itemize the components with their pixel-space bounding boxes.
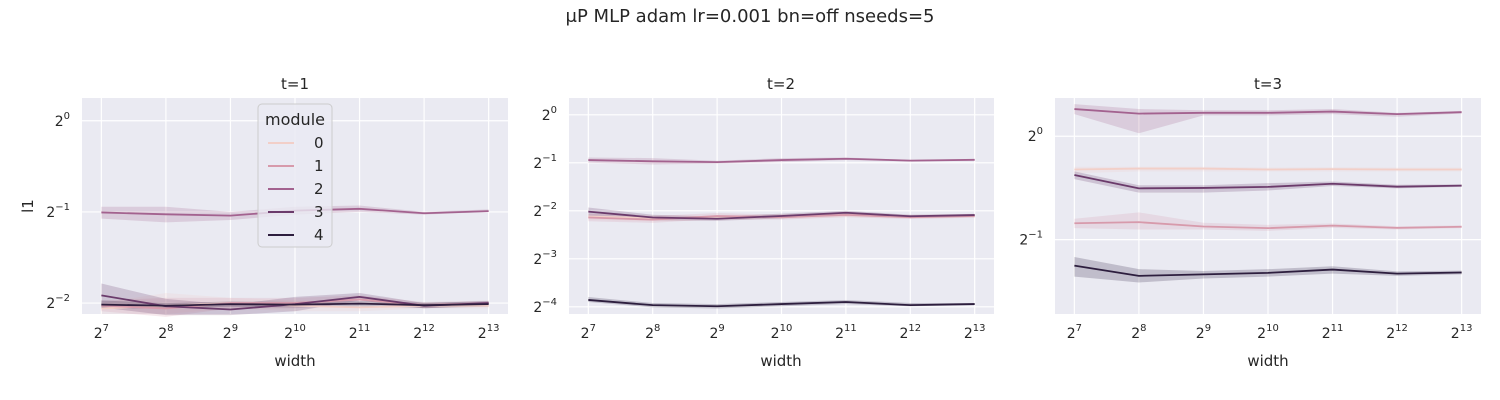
x-axis-label: width bbox=[760, 352, 801, 370]
panel-t3: 27 28 29 210 211 212 213 20 2−1 t=3 width bbox=[1019, 75, 1481, 370]
legend-label-2: 2 bbox=[314, 180, 324, 198]
x-tick-label: 210 bbox=[284, 323, 306, 342]
y-tick-label: 20 bbox=[542, 105, 557, 124]
y-tick-label: 2−2 bbox=[533, 201, 557, 220]
x-tick-label: 212 bbox=[899, 323, 921, 342]
x-tick-labels: 27 28 29 210 211 212 213 bbox=[94, 323, 500, 342]
x-tick-label: 29 bbox=[1196, 323, 1211, 342]
x-tick-label: 28 bbox=[158, 323, 173, 342]
panel-title: t=1 bbox=[281, 75, 309, 93]
x-axis-label: width bbox=[274, 352, 315, 370]
x-tick-label: 212 bbox=[413, 323, 435, 342]
legend: module 0 1 2 3 4 bbox=[258, 104, 332, 247]
x-tick-label: 210 bbox=[1257, 323, 1279, 342]
y-tick-label: 20 bbox=[55, 111, 70, 130]
panel-t2: 27 28 29 210 211 212 213 20 2−1 2−2 2−3 2−4 t=2 wi… bbox=[533, 75, 994, 370]
y-tick-label: 2−2 bbox=[46, 293, 70, 312]
x-tick-label: 28 bbox=[1131, 323, 1146, 342]
x-tick-labels: 27 28 29 210 211 212 213 bbox=[1067, 323, 1473, 342]
line-module-0 bbox=[1074, 169, 1461, 170]
x-axis-label: width bbox=[1247, 352, 1288, 370]
x-tick-label: 29 bbox=[709, 323, 724, 342]
x-tick-label: 27 bbox=[94, 323, 109, 342]
legend-label-0: 0 bbox=[314, 134, 324, 152]
x-tick-label: 212 bbox=[1386, 323, 1408, 342]
panel-title: t=2 bbox=[767, 75, 795, 93]
y-tick-label: 2−4 bbox=[533, 297, 557, 316]
y-tick-labels: 20 2−1 bbox=[1019, 126, 1043, 248]
y-tick-label: 2−1 bbox=[46, 202, 70, 221]
x-tick-label: 27 bbox=[581, 323, 596, 342]
x-tick-label: 28 bbox=[645, 323, 660, 342]
y-tick-label: 2−1 bbox=[1019, 230, 1043, 249]
legend-label-3: 3 bbox=[314, 203, 324, 221]
x-tick-label: 213 bbox=[1451, 323, 1473, 342]
legend-label-1: 1 bbox=[314, 157, 324, 175]
panel-title: t=3 bbox=[1254, 75, 1282, 93]
y-tick-label: 2−3 bbox=[533, 249, 557, 268]
x-tick-label: 29 bbox=[223, 323, 238, 342]
y-axis-label: l1 bbox=[19, 199, 37, 213]
y-tick-labels: 20 2−1 2−2 2−3 2−4 bbox=[533, 105, 557, 316]
x-tick-label: 27 bbox=[1067, 323, 1082, 342]
y-tick-labels: 20 2−1 2−2 bbox=[46, 111, 70, 312]
x-tick-labels: 27 28 29 210 211 212 213 bbox=[581, 323, 986, 342]
legend-title: module bbox=[265, 110, 325, 129]
y-tick-label: 2−1 bbox=[533, 153, 557, 172]
x-tick-label: 211 bbox=[349, 323, 371, 342]
x-tick-label: 213 bbox=[964, 323, 986, 342]
y-tick-label: 20 bbox=[1028, 126, 1043, 145]
x-tick-label: 211 bbox=[1322, 323, 1344, 342]
figure-title: μP MLP adam lr=0.001 bn=off nseeds=5 bbox=[566, 6, 935, 27]
x-tick-label: 210 bbox=[771, 323, 793, 342]
legend-label-4: 4 bbox=[314, 226, 324, 244]
x-tick-label: 213 bbox=[478, 323, 500, 342]
x-tick-label: 211 bbox=[835, 323, 857, 342]
